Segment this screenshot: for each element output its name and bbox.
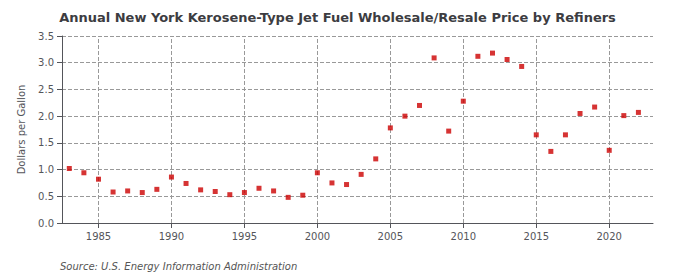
- svg-text:1985: 1985: [86, 231, 111, 242]
- svg-text:1990: 1990: [159, 231, 184, 242]
- svg-text:2005: 2005: [378, 231, 403, 242]
- svg-text:2010: 2010: [451, 231, 476, 242]
- svg-text:1995: 1995: [232, 231, 257, 242]
- svg-text:1.5: 1.5: [38, 137, 54, 148]
- svg-text:3.0: 3.0: [38, 57, 54, 68]
- svg-text:0.5: 0.5: [38, 191, 54, 202]
- svg-text:2020: 2020: [596, 231, 621, 242]
- svg-text:2015: 2015: [524, 231, 549, 242]
- svg-text:Source: U.S. Energy Informatio: Source: U.S. Energy Information Administ…: [60, 261, 297, 272]
- svg-text:1.0: 1.0: [38, 164, 54, 175]
- svg-text:2.5: 2.5: [38, 84, 54, 95]
- svg-text:Annual New York Kerosene-Type: Annual New York Kerosene-Type Jet Fuel W…: [59, 10, 616, 25]
- svg-text:2000: 2000: [305, 231, 330, 242]
- svg-text:2.0: 2.0: [38, 111, 54, 122]
- svg-text:0.0: 0.0: [38, 218, 54, 229]
- svg-text:Dollars per Gallon: Dollars per Gallon: [16, 85, 27, 175]
- svg-text:3.5: 3.5: [38, 31, 54, 42]
